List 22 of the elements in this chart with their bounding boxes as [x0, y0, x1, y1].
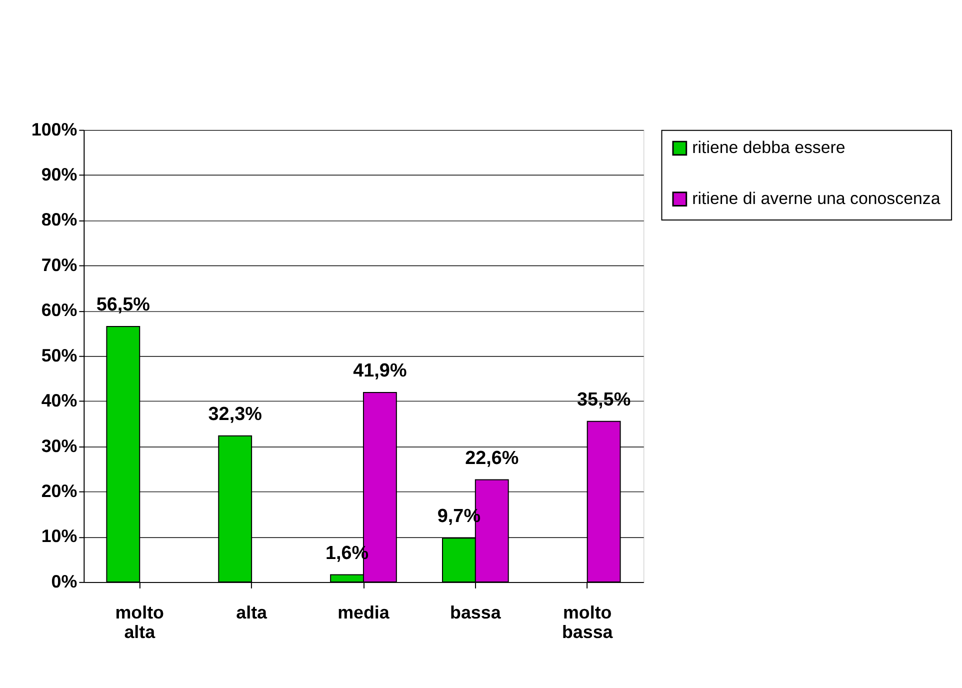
y-tick-label: 60%: [41, 300, 78, 320]
y-tick-label: 40%: [41, 390, 78, 411]
y-tick-label: 70%: [41, 254, 78, 275]
y-tick-label: 80%: [41, 210, 78, 230]
x-tick-label: media: [338, 602, 390, 622]
data-label: 41,9%: [353, 360, 407, 382]
legend-label: ritiene di averne una conoscenza: [692, 189, 941, 208]
legend-label: ritiene debba essere: [692, 138, 846, 158]
data-label: 22,6%: [465, 448, 519, 469]
data-label: 56,5%: [96, 294, 150, 316]
y-tick-label: 0%: [51, 571, 78, 592]
y-tick-label: 10%: [41, 526, 78, 546]
x-tick-label: alta: [236, 602, 268, 622]
y-tick-label: 100%: [31, 119, 78, 140]
y-tick-label: 90%: [41, 164, 78, 185]
y-tick-label: 50%: [41, 345, 78, 366]
data-label: 32,3%: [208, 404, 262, 425]
x-tick-label: molto alta: [115, 602, 164, 642]
x-tick-label: molto bassa: [562, 602, 614, 642]
x-tick-label: bassa: [450, 602, 502, 622]
y-tick-label: 20%: [41, 480, 78, 501]
y-tick-label: 30%: [41, 436, 78, 456]
